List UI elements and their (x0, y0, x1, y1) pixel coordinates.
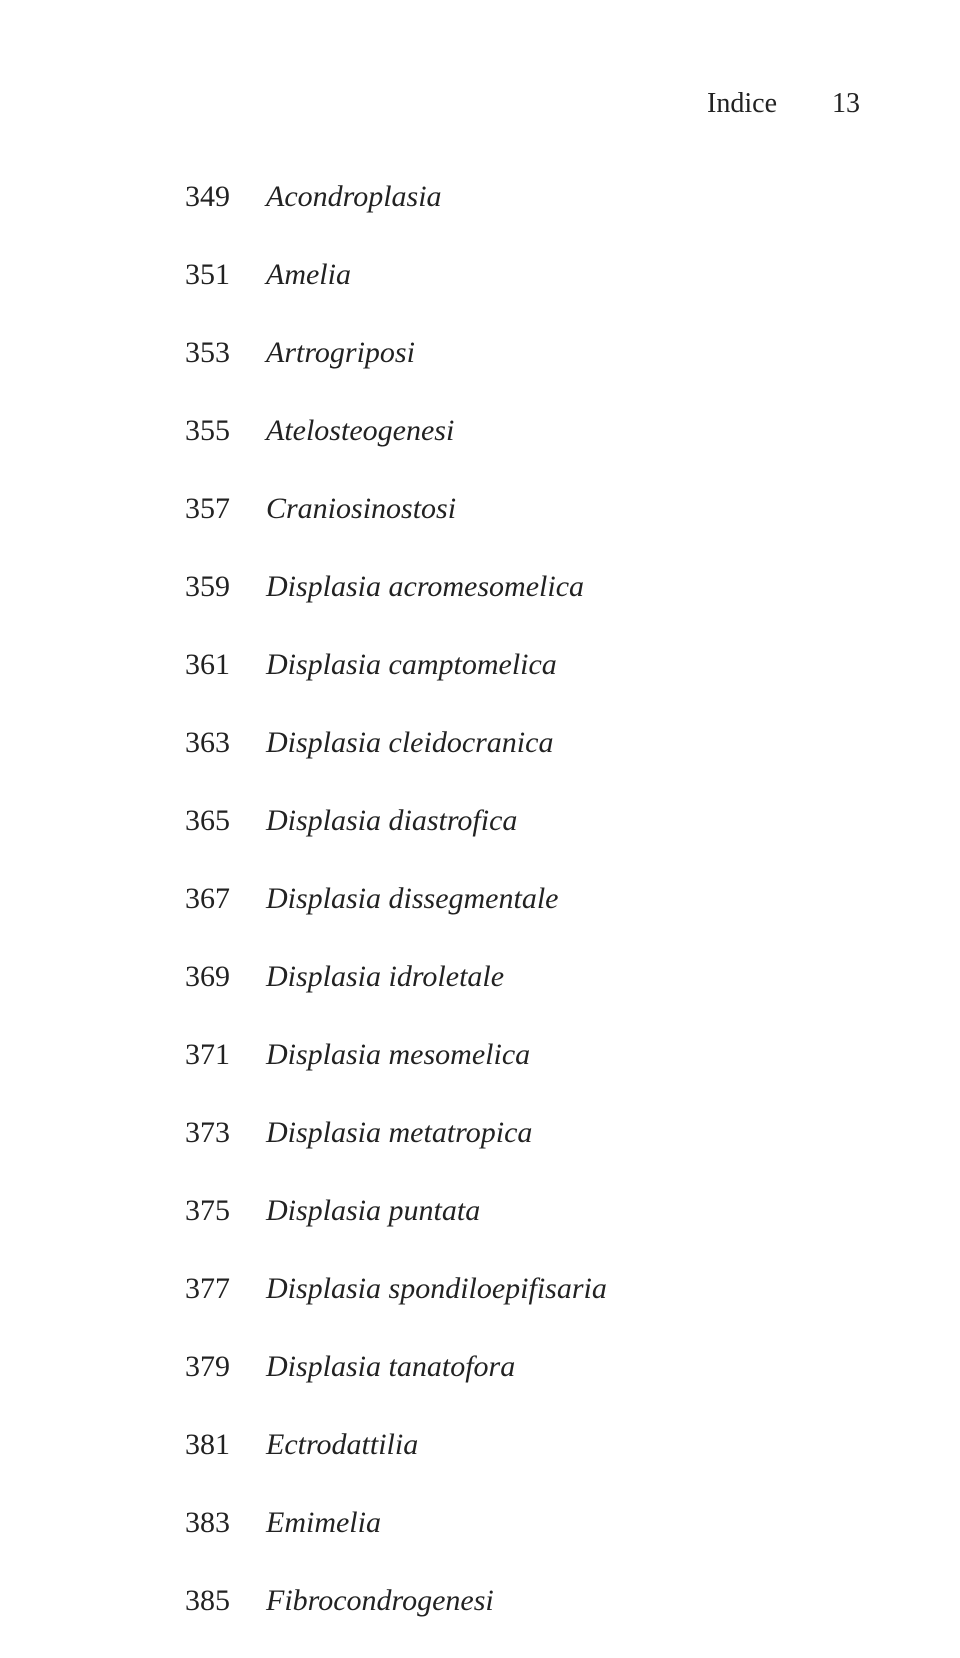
running-head: Indice 13 (707, 88, 860, 120)
toc-entry-title: Displasia mesomelica (266, 1038, 530, 1072)
toc-entry: 351 Amelia (140, 258, 860, 292)
toc-entry-title: Acondroplasia (266, 180, 442, 214)
toc-entry: 365 Displasia diastrofica (140, 804, 860, 838)
toc-entry-title: Displasia metatropica (266, 1116, 532, 1150)
toc-entry-page: 377 (140, 1272, 230, 1306)
toc-entry-page: 355 (140, 414, 230, 448)
toc-entry-page: 369 (140, 960, 230, 994)
toc-entry-page: 381 (140, 1428, 230, 1462)
toc-entry-page: 359 (140, 570, 230, 604)
toc-entry: 379 Displasia tanatofora (140, 1350, 860, 1384)
toc-entry-title: Emimelia (266, 1506, 381, 1540)
toc-entry-title: Amelia (266, 258, 351, 292)
page: Indice 13 349 Acondroplasia 351 Amelia 3… (0, 0, 960, 1658)
toc-entry-page: 363 (140, 726, 230, 760)
toc-entry-title: Displasia camptomelica (266, 648, 557, 682)
toc-entry-title: Craniosinostosi (266, 492, 456, 526)
toc-entry: 377 Displasia spondiloepifisaria (140, 1272, 860, 1306)
running-head-label: Indice (707, 88, 777, 119)
toc-entry-page: 351 (140, 258, 230, 292)
toc-entry-title: Displasia acromesomelica (266, 570, 584, 604)
toc-entry: 371 Displasia mesomelica (140, 1038, 860, 1072)
toc-entry-page: 383 (140, 1506, 230, 1540)
toc-entry-page: 375 (140, 1194, 230, 1228)
toc-entry-title: Fibrocondrogenesi (266, 1584, 494, 1618)
toc-entry: 375 Displasia puntata (140, 1194, 860, 1228)
toc-entry-title: Atelosteogenesi (266, 414, 454, 448)
toc-entry-page: 357 (140, 492, 230, 526)
toc-entry-page: 379 (140, 1350, 230, 1384)
toc-list: 349 Acondroplasia 351 Amelia 353 Artrogr… (140, 180, 860, 1618)
toc-entry: 363 Displasia cleidocranica (140, 726, 860, 760)
toc-entry-title: Displasia dissegmentale (266, 882, 559, 916)
toc-entry-title: Displasia cleidocranica (266, 726, 553, 760)
toc-entry: 361 Displasia camptomelica (140, 648, 860, 682)
toc-entry-page: 385 (140, 1584, 230, 1618)
toc-entry-page: 367 (140, 882, 230, 916)
toc-entry: 349 Acondroplasia (140, 180, 860, 214)
toc-entry: 385 Fibrocondrogenesi (140, 1584, 860, 1618)
running-head-folio: 13 (832, 88, 860, 119)
toc-entry-title: Displasia spondiloepifisaria (266, 1272, 607, 1306)
toc-entry: 367 Displasia dissegmentale (140, 882, 860, 916)
toc-entry-page: 353 (140, 336, 230, 370)
toc-entry: 369 Displasia idroletale (140, 960, 860, 994)
toc-entry-page: 371 (140, 1038, 230, 1072)
toc-entry-page: 349 (140, 180, 230, 214)
toc-entry-title: Artrogriposi (266, 336, 415, 370)
toc-entry: 353 Artrogriposi (140, 336, 860, 370)
toc-entry: 355 Atelosteogenesi (140, 414, 860, 448)
toc-entry-title: Displasia idroletale (266, 960, 504, 994)
toc-entry: 359 Displasia acromesomelica (140, 570, 860, 604)
toc-entry-page: 365 (140, 804, 230, 838)
toc-entry: 357 Craniosinostosi (140, 492, 860, 526)
toc-entry-title: Ectrodattilia (266, 1428, 418, 1462)
toc-entry: 381 Ectrodattilia (140, 1428, 860, 1462)
toc-entry-page: 361 (140, 648, 230, 682)
toc-entry-page: 373 (140, 1116, 230, 1150)
toc-entry-title: Displasia diastrofica (266, 804, 517, 838)
toc-entry: 383 Emimelia (140, 1506, 860, 1540)
toc-entry-title: Displasia tanatofora (266, 1350, 515, 1384)
toc-entry: 373 Displasia metatropica (140, 1116, 860, 1150)
toc-entry-title: Displasia puntata (266, 1194, 480, 1228)
